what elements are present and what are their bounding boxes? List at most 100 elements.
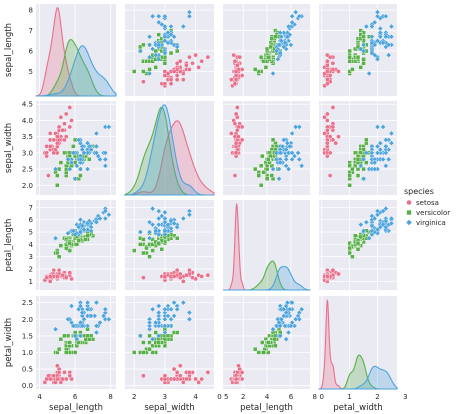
- point-versicolor-sepal_width-vs-petal_length-37: [269, 173, 275, 178]
- point-virginica-sepal_width-vs-petal_length-43: [286, 143, 293, 150]
- point-versicolor-petal_width-vs-sepal_width-48: [147, 346, 152, 352]
- point-virginica-sepal_width-vs-petal_length-19: [276, 176, 282, 182]
- point-setosa-sepal_width-vs-sepal_length-22: [47, 131, 53, 136]
- point-setosa-petal_length-vs-sepal_width-33: [199, 274, 205, 279]
- y-tick-label-petal_length: 2: [29, 266, 33, 274]
- y-tick-label-petal_length: 3: [29, 253, 33, 261]
- point-virginica-sepal_length-vs-petal_width-32: [380, 40, 386, 46]
- x-axis-label-petal_length: petal_length: [240, 403, 293, 413]
- point-setosa-petal_width-vs-sepal_length-49: [55, 376, 60, 382]
- x-axis-label-petal_width: petal_width: [333, 403, 382, 413]
- panel-background: [36, 4, 116, 96]
- point-virginica-sepal_length-vs-petal_width-9: [388, 23, 395, 30]
- point-virginica-sepal_width-vs-sepal_length-8: [84, 166, 91, 172]
- point-setosa-sepal_length-vs-sepal_width-46: [187, 67, 192, 72]
- point-virginica-petal_width-vs-sepal_width-31: [186, 316, 193, 323]
- panel-sepal_length-vs-petal_width: [319, 4, 397, 96]
- point-versicolor-sepal_length-vs-sepal_width-10: [132, 69, 137, 74]
- point-versicolor-sepal_length-vs-sepal_width-9: [153, 65, 158, 70]
- point-virginica-petal_width-vs-petal_length-30: [289, 319, 295, 326]
- point-virginica-sepal_length-vs-sepal_width-41: [165, 29, 171, 36]
- y-tick-label-petal_length: 5: [29, 229, 33, 237]
- point-virginica-petal_length-vs-sepal_width-19: [137, 229, 144, 235]
- point-setosa-sepal_length-vs-petal_length-14: [231, 52, 237, 58]
- point-virginica-petal_width-vs-petal_length-48: [280, 306, 287, 313]
- x-tick-label-sepal_width: 4: [193, 393, 198, 401]
- point-setosa-sepal_length-vs-petal_length-18: [237, 54, 242, 60]
- point-virginica-sepal_width-vs-petal_width-24: [377, 140, 384, 146]
- y-tick-label-sepal_length: 5: [29, 68, 33, 76]
- point-virginica-petal_length-vs-sepal_length-48: [75, 224, 82, 230]
- point-setosa-petal_width-vs-sepal_width-15: [205, 370, 211, 375]
- point-versicolor-petal_length-vs-sepal_width-47: [159, 238, 165, 243]
- point-virginica-sepal_width-vs-petal_length-30: [289, 156, 295, 163]
- point-setosa-sepal_width-vs-sepal_length-16: [62, 121, 67, 126]
- point-versicolor-sepal_length-vs-sepal_width-43: [141, 69, 146, 74]
- x-axis-label-sepal_length: sepal_length: [49, 403, 103, 413]
- y-axis-label-petal_length: petal_length: [4, 219, 14, 272]
- point-virginica-sepal_width-vs-sepal_length-31: [106, 124, 112, 130]
- x-tick-label-sepal_width: 5: [224, 393, 228, 401]
- point-versicolor-sepal_width-vs-petal_length-43: [256, 173, 261, 178]
- point-versicolor-sepal_length-vs-petal_width-36: [361, 34, 366, 39]
- panel-background: [319, 296, 397, 389]
- point-virginica-sepal_width-vs-petal_length-40: [283, 146, 289, 153]
- point-setosa-sepal_length-vs-sepal_width-41: [141, 79, 146, 84]
- point-virginica-sepal_width-vs-petal_width-32: [380, 156, 386, 163]
- point-virginica-sepal_width-vs-sepal_length-13: [66, 166, 73, 172]
- point-virginica-petal_width-vs-sepal_width-47: [162, 316, 168, 323]
- point-virginica-sepal_width-vs-petal_width-33: [360, 156, 367, 163]
- point-virginica-sepal_length-vs-petal_length-31: [292, 9, 299, 15]
- point-virginica-petal_length-vs-sepal_width-48: [174, 224, 180, 230]
- panel-sepal_width-vs-petal_width: [319, 101, 397, 195]
- point-virginica-sepal_length-vs-sepal_width-13: [146, 54, 153, 60]
- point-versicolor-petal_width-vs-sepal_width-37: [141, 340, 146, 345]
- x-tick-label-petal_length: 2: [241, 393, 245, 401]
- point-setosa-petal_width-vs-sepal_width-41: [141, 373, 146, 379]
- point-versicolor-sepal_length-vs-petal_width-49: [355, 54, 361, 60]
- point-setosa-sepal_width-vs-petal_width-33: [325, 111, 330, 117]
- point-virginica-petal_length-vs-sepal_length-6: [52, 235, 59, 242]
- point-virginica-sepal_length-vs-petal_length-49: [277, 50, 283, 56]
- point-versicolor-petal_length-vs-petal_width-23: [353, 233, 358, 238]
- panel-petal_length-vs-petal_width: [319, 200, 397, 290]
- point-versicolor-petal_width-vs-sepal_width-41: [162, 336, 168, 342]
- point-virginica-sepal_width-vs-sepal_length-29: [93, 150, 100, 156]
- point-setosa-sepal_length-vs-petal_length-49: [233, 69, 239, 74]
- point-versicolor-petal_length-vs-sepal_width-37: [141, 237, 146, 242]
- point-virginica-petal_length-vs-petal_width-48: [383, 224, 389, 230]
- point-virginica-sepal_width-vs-petal_width-9: [388, 130, 395, 137]
- kde-curve-virginica-sepal_width: [124, 104, 214, 196]
- point-virginica-sepal_length-vs-sepal_width-46: [146, 42, 153, 48]
- legend-item-versicolor: versicolor: [406, 209, 450, 217]
- point-virginica-sepal_length-vs-sepal_width-35: [162, 13, 168, 20]
- point-virginica-petal_length-vs-sepal_width-30: [155, 215, 162, 222]
- point-versicolor-petal_length-vs-sepal_width-42: [150, 242, 155, 247]
- point-setosa-sepal_length-vs-petal_width-44: [330, 67, 336, 72]
- point-virginica-sepal_width-vs-sepal_length-49: [70, 150, 77, 156]
- x-tick-label-petal_length: 6: [289, 393, 294, 401]
- x-tick-label-petal_width: 1: [347, 393, 351, 401]
- panel-petal_width-vs-petal_width: [318, 296, 398, 390]
- point-setosa-petal_length-vs-sepal_width-48: [184, 272, 189, 278]
- point-setosa-sepal_width-vs-petal_width-41: [327, 173, 333, 178]
- point-setosa-petal_width-vs-sepal_width-37: [181, 380, 186, 385]
- point-virginica-sepal_width-vs-sepal_length-30: [97, 156, 103, 163]
- point-setosa-petal_width-vs-sepal_width-43: [177, 363, 183, 369]
- point-virginica-sepal_width-vs-sepal_length-44: [84, 140, 91, 146]
- point-virginica-petal_length-vs-sepal_width-38: [162, 231, 168, 238]
- point-virginica-petal_length-vs-sepal_width-42: [152, 228, 159, 234]
- point-virginica-sepal_width-vs-petal_width-31: [374, 124, 381, 130]
- point-setosa-sepal_width-vs-petal_width-45: [327, 150, 333, 156]
- point-virginica-petal_width-vs-sepal_length-44: [84, 299, 91, 306]
- pairplot-panels: [35, 4, 398, 390]
- point-virginica-petal_length-vs-sepal_length-21: [65, 230, 71, 237]
- point-setosa-petal_width-vs-sepal_length-45: [51, 373, 57, 379]
- point-virginica-sepal_length-vs-petal_length-35: [289, 13, 295, 20]
- point-virginica-petal_width-vs-sepal_length-30: [97, 319, 103, 326]
- point-virginica-sepal_length-vs-petal_width-14: [385, 52, 392, 58]
- point-virginica-sepal_width-vs-petal_length-9: [289, 130, 295, 137]
- point-virginica-sepal_width-vs-petal_width-17: [380, 124, 386, 130]
- point-virginica-sepal_width-vs-petal_width-39: [377, 146, 384, 153]
- point-virginica-petal_width-vs-sepal_width-43: [168, 306, 174, 313]
